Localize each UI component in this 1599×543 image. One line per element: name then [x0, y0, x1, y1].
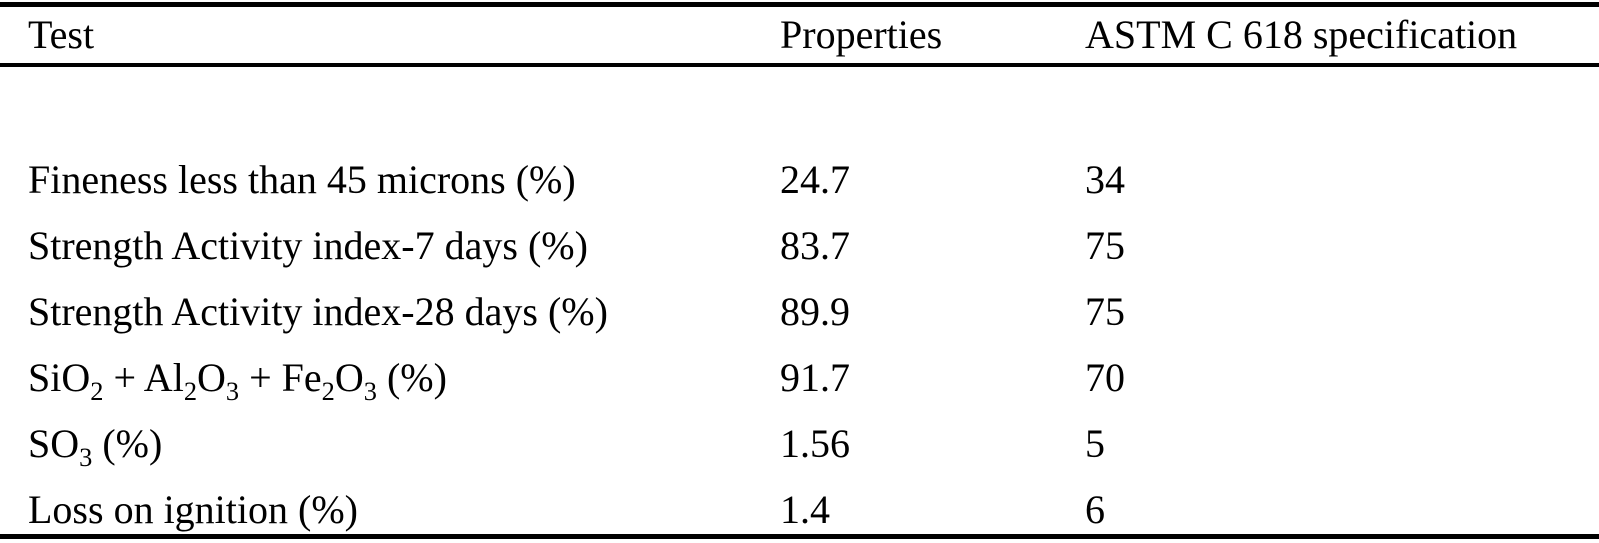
cell-properties: 1.56 — [780, 421, 850, 466]
table-header-rule — [0, 63, 1599, 67]
cell-astm: 5 — [1085, 421, 1105, 466]
table-bottom-rule — [0, 534, 1599, 539]
cell-astm: 75 — [1085, 289, 1125, 334]
cell-astm: 70 — [1085, 355, 1125, 400]
cell-test: Loss on ignition (%) — [28, 487, 358, 532]
cell-test: SO3 (%) — [28, 421, 163, 472]
cell-astm: 34 — [1085, 157, 1125, 202]
cell-astm: 75 — [1085, 223, 1125, 268]
cell-test: SiO2 + Al2O3 + Fe2O3 (%) — [28, 355, 447, 406]
table-top-rule — [0, 2, 1599, 7]
column-header-test: Test — [28, 12, 95, 57]
table-row: SO3 (%) 1.56 5 — [0, 411, 1599, 477]
table-row: Loss on ignition (%) 1.4 6 — [0, 477, 1599, 543]
table-header-row: Test Properties ASTM C 618 specification — [0, 7, 1599, 63]
cell-properties: 89.9 — [780, 289, 850, 334]
cell-properties: 83.7 — [780, 223, 850, 268]
cell-properties: 24.7 — [780, 157, 850, 202]
cell-properties: 1.4 — [780, 487, 830, 532]
cell-properties: 91.7 — [780, 355, 850, 400]
table-row: SiO2 + Al2O3 + Fe2O3 (%) 91.7 70 — [0, 345, 1599, 411]
table-spacer-row — [0, 67, 1599, 147]
column-header-properties: Properties — [780, 12, 943, 57]
cell-test: Strength Activity index-7 days (%) — [28, 223, 588, 268]
cell-test: Strength Activity index-28 days (%) — [28, 289, 608, 334]
table-row: Strength Activity index-7 days (%) 83.7 … — [0, 213, 1599, 279]
column-header-astm-specification: ASTM C 618 specification — [1085, 12, 1518, 57]
table-row: Fineness less than 45 microns (%) 24.7 3… — [0, 147, 1599, 213]
table-row: Strength Activity index-28 days (%) 89.9… — [0, 279, 1599, 345]
cell-astm: 6 — [1085, 487, 1105, 532]
cell-test: Fineness less than 45 microns (%) — [28, 157, 576, 202]
